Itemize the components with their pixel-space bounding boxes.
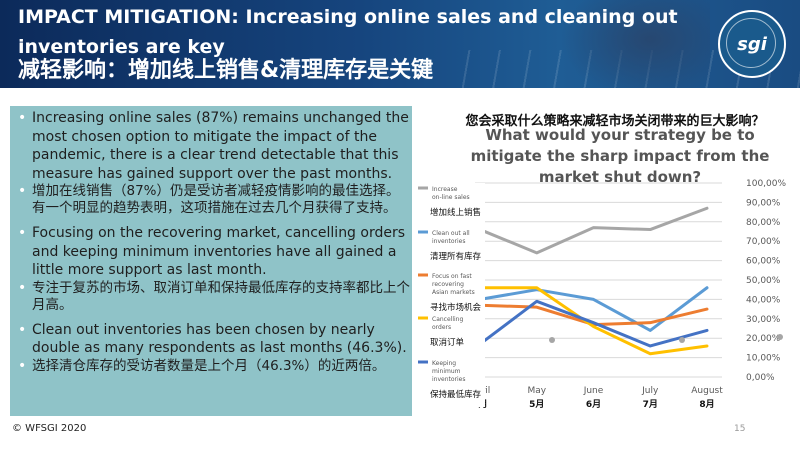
legend-label: recovering xyxy=(432,281,464,288)
legend-label: minimum xyxy=(432,368,461,375)
series-line xyxy=(478,286,709,356)
logo-ring xyxy=(726,18,776,68)
x-tick-label: August xyxy=(691,386,723,396)
y-tick-label: 10,00% xyxy=(746,354,781,364)
wfsgi-logo: sgi xyxy=(718,10,786,78)
y-tick-label: 70,00% xyxy=(746,237,781,247)
legend-label-zh: 增加线上销售 xyxy=(430,207,481,218)
series-line xyxy=(478,286,709,332)
y-tick-label: 100,00% xyxy=(746,179,786,189)
legend-label-zh: 寻找市场机会 xyxy=(430,302,482,313)
y-tick-label: 40,00% xyxy=(746,295,781,305)
y-tick-label: 90,00% xyxy=(746,198,781,208)
x-tick-label-zh: 6月 xyxy=(586,399,601,410)
legend-label: inventories xyxy=(432,376,466,383)
bullet-item: 增加在线销售（87%）仍是受访者减轻疫情影响的最佳选择。有一个明显的趋势表明，这… xyxy=(10,183,412,217)
bullet-item: 专注于复苏的市场、取消订单和保持最低库存的支持率都比上个月高。 xyxy=(10,280,412,314)
marker-dot xyxy=(777,334,783,340)
bullet-item: Clean out inventories has been chosen by… xyxy=(10,321,412,358)
series-line xyxy=(478,299,709,348)
series-line xyxy=(478,206,709,255)
legend-label: Clean out all xyxy=(432,230,470,237)
legend-label: Asian markets xyxy=(432,289,475,296)
x-tick-label-zh: 7月 xyxy=(643,399,658,410)
bullet-item: 选择清仓库存的受访者数量是上个月（46.3%）的近两倍。 xyxy=(10,358,412,375)
legend-label: Increase xyxy=(432,186,458,193)
legend-label: inventories xyxy=(432,238,466,245)
header-banner: IMPACT MITIGATION: Increasing online sal… xyxy=(0,0,800,88)
bullet-panel: Increasing online sales (87%) remains un… xyxy=(10,106,412,416)
marker-dot xyxy=(549,337,555,343)
legend-label: on-line sales xyxy=(432,194,470,201)
bullet-item: Focusing on the recovering market, cance… xyxy=(10,224,412,280)
legend-label: Keeping xyxy=(432,360,456,367)
x-tick-label-zh: 8月 xyxy=(699,399,714,410)
legend-label-zh: 保持最低库存 xyxy=(430,389,482,400)
legend-label: Focus on fast xyxy=(432,273,472,280)
x-tick-label: June xyxy=(583,386,604,396)
slide-title-zh: 减轻影响：增加线上销售&清理库存是关键 xyxy=(18,58,434,83)
y-tick-label: 20,00% xyxy=(746,334,781,344)
page-number: 15 xyxy=(734,424,746,434)
x-tick-label: May xyxy=(527,386,546,396)
chart-title-zh: 您会采取什么策略来减轻市场关闭带来的巨大影响？ xyxy=(465,114,765,129)
bullet-list: Increasing online sales (87%) remains un… xyxy=(10,106,412,375)
legend-background xyxy=(415,183,485,407)
y-tick-label: 50,00% xyxy=(746,276,781,286)
legend-label-zh: 取消订单 xyxy=(430,337,465,348)
x-tick-label: July xyxy=(641,386,659,396)
chart-title: What would your strategy be to mitigate … xyxy=(470,126,770,186)
slide-title-en: IMPACT MITIGATION: Increasing online sal… xyxy=(18,6,678,58)
footer-copyright: © WFSGI 2020 xyxy=(12,423,87,434)
y-tick-label: 30,00% xyxy=(746,315,781,325)
marker-dot xyxy=(679,337,685,343)
logo-text: sgi xyxy=(737,33,767,55)
series-line xyxy=(478,303,709,327)
x-tick-label-zh: 5月 xyxy=(529,399,544,410)
bullet-item: Increasing online sales (87%) remains un… xyxy=(10,109,412,183)
legend-label-zh: 清理所有库存 xyxy=(430,251,482,262)
y-tick-label: 80,00% xyxy=(746,218,781,228)
legend-label: orders xyxy=(432,324,451,331)
legend-label: Cancelling xyxy=(432,316,463,323)
y-tick-label: 0,00% xyxy=(746,373,775,383)
y-tick-label: 60,00% xyxy=(746,257,781,267)
header-runner-graphic xyxy=(560,0,710,88)
